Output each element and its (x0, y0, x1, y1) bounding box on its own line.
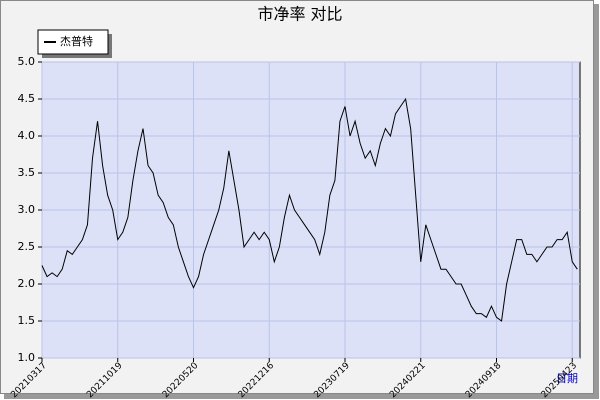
data-line (41, 97, 578, 322)
legend-label: 杰普特 (60, 34, 93, 48)
y-tick-label: 2.5 (18, 240, 36, 253)
y-tick-label: 1.0 (18, 351, 36, 364)
frame-shadow (594, 4, 599, 398)
y-tick-label: 3.0 (18, 203, 36, 216)
y-tick-label: 3.5 (18, 166, 36, 179)
y-tick-label: 4.0 (18, 129, 36, 142)
y-tick-label: 2.0 (18, 277, 36, 290)
x-axis-label: 日期 (556, 372, 578, 385)
y-tick-label: 1.5 (18, 314, 36, 327)
chart-title: 市净率 对比 (257, 5, 342, 24)
y-tick-label: 4.5 (18, 92, 36, 105)
frame-shadow (4, 394, 599, 399)
y-tick-label: 5.0 (18, 55, 36, 68)
